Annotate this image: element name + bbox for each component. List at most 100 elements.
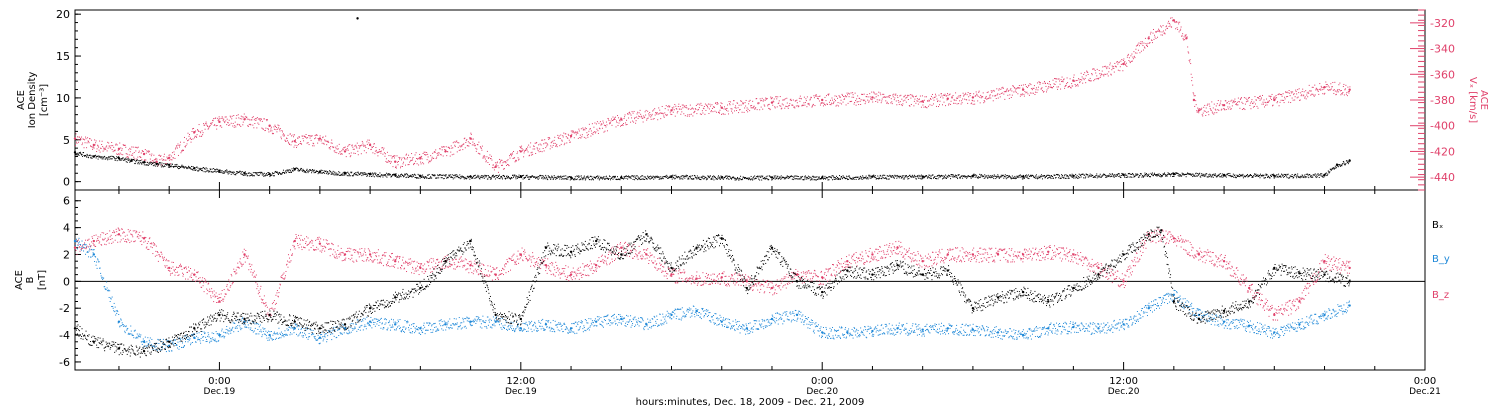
vx-series-sample [397, 164, 399, 166]
vx-series-sample [438, 152, 440, 154]
vx-series-sample [1263, 103, 1264, 105]
vx-series-sample [797, 106, 799, 108]
density-series-sample [812, 179, 814, 181]
vx-series-sample [661, 105, 663, 107]
vx-series-sample [1145, 43, 1147, 45]
vx-series-sample [611, 120, 613, 122]
vx-series-sample [821, 102, 823, 104]
density-series-sample [105, 157, 107, 159]
density-series-sample [1051, 175, 1053, 177]
bottom-left-tick-label: -6 [59, 356, 70, 369]
density-series-sample [435, 177, 437, 179]
density-series-sample [1009, 176, 1011, 178]
vx-series-sample [1007, 90, 1009, 92]
density-series-sample [579, 175, 581, 177]
vx-series-sample [1019, 95, 1021, 97]
density-series-sample [1010, 177, 1012, 179]
vx-series-sample [657, 113, 659, 115]
density-series-point [167, 163, 171, 167]
density-series-sample [674, 178, 676, 180]
density-series-sample [428, 173, 430, 175]
vx-series-sample [1002, 87, 1004, 89]
density-series-sample [646, 178, 648, 180]
density-series-sample [200, 168, 202, 170]
density-series-sample [799, 178, 801, 180]
density-series-sample [705, 179, 707, 181]
density-series-sample [864, 177, 866, 179]
density-series-sample [531, 176, 533, 178]
vx-series-sample [155, 157, 157, 159]
vx-series-sample [422, 162, 424, 164]
density-series-sample [1143, 174, 1145, 176]
density-series-sample [741, 179, 743, 181]
density-series-sample [591, 178, 593, 180]
density-series-sample [869, 177, 871, 179]
vx-series-sample [1300, 95, 1302, 97]
vx-series-sample [84, 139, 86, 141]
vx-series-sample [588, 123, 590, 125]
vx-series-sample [911, 94, 913, 96]
density-series-sample [686, 176, 688, 178]
density-series-sample [723, 178, 724, 180]
density-series-sample [607, 178, 609, 180]
vx-series-sample [680, 108, 682, 110]
vx-series-sample [619, 119, 621, 121]
vx-series-sample [349, 156, 351, 158]
vx-series-sample [601, 123, 603, 125]
vx-series-sample [1339, 90, 1341, 92]
vx-series-sample [148, 150, 150, 152]
vx-series-sample [674, 103, 676, 105]
density-series-sample [1034, 175, 1036, 177]
vx-series-sample [491, 159, 493, 161]
vx-series-sample [142, 151, 144, 153]
density-series-sample [502, 174, 504, 176]
density-series-sample [265, 174, 267, 176]
vx-series-sample [253, 127, 255, 129]
density-series-sample [825, 176, 827, 178]
vx-series-sample [879, 92, 881, 94]
vx-series-sample [540, 144, 542, 146]
density-series-sample [668, 177, 670, 179]
density-series-sample [739, 177, 741, 179]
density-series-sample [529, 178, 531, 180]
density-series-sample [639, 179, 641, 181]
density-series-sample [895, 175, 897, 177]
vx-series-sample [649, 114, 651, 116]
density-series-sample [493, 176, 495, 178]
density-series-sample [948, 175, 950, 177]
vx-series-sample [1323, 88, 1325, 90]
density-series-sample [871, 176, 873, 178]
density-series-sample [204, 168, 206, 170]
density-series-sample [884, 177, 886, 179]
vx-series-sample [610, 118, 612, 120]
vx-series-sample [556, 143, 558, 145]
density-series-sample [477, 174, 479, 176]
vx-series-sample [1214, 112, 1216, 114]
vx-series-sample [869, 96, 871, 98]
vx-series-sample [1011, 90, 1013, 92]
density-series-sample [297, 170, 299, 172]
vx-series-sample [1279, 101, 1281, 103]
vx-series-sample [1147, 42, 1149, 44]
vx-series-sample [720, 102, 722, 104]
vx-series-sample [999, 96, 1001, 98]
vx-series-sample [359, 145, 361, 147]
density-series-sample [260, 173, 262, 175]
vx-series-sample [947, 93, 949, 95]
density-series-sample [776, 176, 778, 178]
vx-series-sample [234, 125, 236, 127]
density-series-sample [1023, 177, 1025, 179]
density-series-sample [350, 172, 352, 174]
vx-series-sample [268, 125, 270, 127]
vx-series-sample [429, 160, 431, 162]
density-series-sample [262, 172, 264, 174]
density-series-sample [151, 162, 153, 164]
density-series-sample [982, 175, 984, 177]
density-series-sample [118, 159, 120, 161]
density-series-sample [778, 177, 780, 179]
density-series-sample [729, 175, 731, 177]
density-series-sample [384, 175, 386, 177]
vx-series-sample [135, 146, 137, 148]
density-series-sample [1102, 174, 1104, 176]
vx-series-sample [394, 155, 396, 157]
